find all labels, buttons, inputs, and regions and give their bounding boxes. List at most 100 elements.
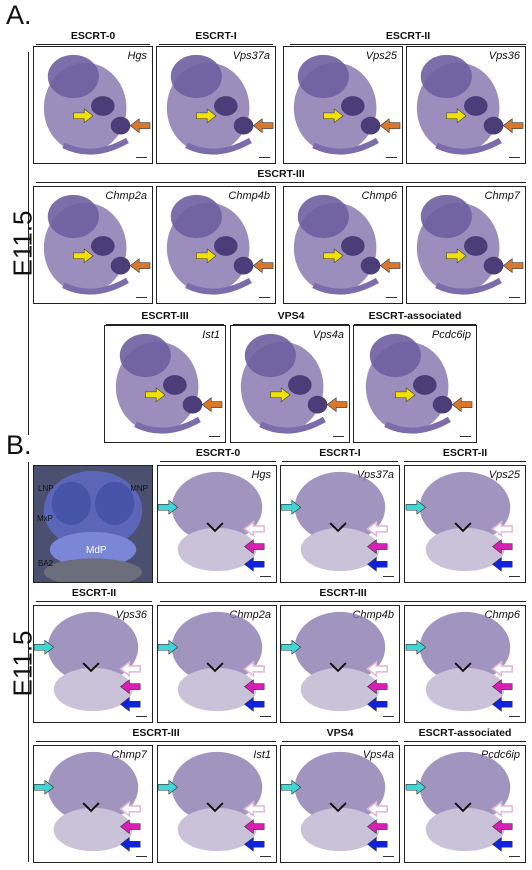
magenta-arrow: [367, 679, 388, 695]
orange-arrow: [129, 258, 151, 274]
label-mxp: MxP: [37, 514, 53, 523]
light-pink-arrow: [243, 520, 265, 538]
embryo-lateral-image: [416, 54, 524, 155]
panel-b-group-escrt-iii: ESCRT-III: [160, 587, 526, 602]
yellow-arrow: [323, 248, 344, 264]
blue-arrow: [120, 836, 141, 852]
yellow-arrow: [145, 387, 166, 403]
label-lnp: LNP: [38, 484, 54, 493]
scale-bar: [386, 297, 397, 298]
blue-arrow: [367, 556, 388, 572]
panel-a-tile-vps25: Vps25: [283, 46, 403, 164]
embryo-head: [47, 54, 99, 99]
panel-a-group-escrt-iii: ESCRT-III: [36, 168, 526, 183]
orange-arrow: [129, 118, 151, 134]
panel-a-letter: A.: [6, 0, 32, 30]
magenta-arrow: [120, 819, 141, 835]
scale-bar: [136, 297, 147, 298]
black-arrowhead: [206, 662, 224, 673]
face-upper: [419, 471, 511, 543]
panel-b-tile-chmp4b: Chmp4b: [280, 605, 400, 723]
cyan-arrow: [281, 639, 302, 655]
face-upper: [171, 611, 263, 683]
cyan-arrow: [405, 779, 427, 795]
embryo-frontal-image: [158, 611, 265, 712]
embryo-head: [47, 194, 99, 239]
forelimb-bud: [214, 96, 238, 116]
panel-a-tile-chmp7: Chmp7: [406, 186, 526, 304]
light-pink-arrow: [491, 660, 513, 678]
hindlimb-bud: [360, 256, 381, 275]
scale-bar: [136, 157, 147, 158]
orange-arrow: [451, 397, 473, 413]
face-upper: [171, 471, 263, 543]
orange-arrow: [379, 258, 401, 274]
face-upper: [294, 751, 386, 823]
panel-b-tile-ist1: Ist1: [157, 745, 277, 863]
panel-a-tile-vps36: Vps36: [406, 46, 526, 164]
embryo-head: [170, 54, 222, 99]
blue-arrow: [244, 696, 265, 712]
light-pink-arrow: [243, 660, 265, 678]
face-lower: [53, 807, 133, 852]
light-pink-arrow: [491, 800, 513, 818]
embryo-lateral-image: [115, 333, 223, 434]
scale-bar: [209, 436, 220, 437]
panel-b-tile-vps4a: Vps4a: [280, 745, 400, 863]
embryo-frontal-image: [34, 611, 141, 712]
yellow-arrow: [395, 387, 416, 403]
light-pink-arrow: [366, 660, 388, 678]
scale-bar: [136, 716, 147, 717]
embryo-head: [244, 333, 296, 378]
yellow-arrow: [73, 108, 94, 124]
embryo-tail: [62, 137, 129, 155]
embryo-tail: [62, 277, 129, 295]
forelimb-bud: [91, 236, 115, 256]
hindlimb-bud: [110, 256, 131, 275]
embryo-head: [170, 194, 222, 239]
hindlimb-bud: [483, 256, 504, 275]
magenta-arrow: [367, 819, 388, 835]
forelimb-bud: [288, 375, 312, 395]
panel-b-tile-hgs: Hgs: [157, 465, 277, 583]
embryo-tail: [435, 137, 502, 155]
blue-arrow: [367, 696, 388, 712]
panel-b-group-escrt-iii-2: ESCRT-III: [36, 727, 276, 742]
hindlimb-bud: [432, 395, 453, 414]
forelimb-bud: [163, 375, 187, 395]
black-arrowhead: [329, 802, 347, 813]
cyan-arrow: [158, 639, 179, 655]
hindlimb-bud: [360, 116, 381, 135]
scale-bar: [259, 157, 270, 158]
face-lower: [425, 807, 505, 852]
magenta-arrow: [244, 819, 265, 835]
blue-arrow: [492, 696, 513, 712]
blue-arrow: [244, 836, 265, 852]
black-arrowhead: [454, 522, 472, 533]
forelimb-bud: [91, 96, 115, 116]
cyan-arrow: [158, 499, 179, 515]
face-lower: [177, 527, 257, 572]
hindlimb-bud: [483, 116, 504, 135]
face-lower: [177, 667, 257, 712]
panel-a-tile-hgs: Hgs: [33, 46, 153, 164]
panel-b-tile-chmp7: Chmp7: [33, 745, 153, 863]
orange-arrow: [201, 397, 223, 413]
embryo-frontal-image: [405, 611, 513, 712]
magenta-arrow: [367, 539, 388, 555]
embryo-lateral-image: [365, 333, 473, 434]
scale-bar: [509, 856, 520, 857]
black-arrowhead: [82, 802, 100, 813]
scale-bar: [383, 856, 394, 857]
panel-b-group-vps4: VPS4: [282, 727, 398, 742]
panel-b-reference-tile: LNP MNP MxP MdP BA2: [33, 465, 153, 583]
magenta-arrow: [492, 819, 513, 835]
hindlimb-bud: [110, 116, 131, 135]
embryo-head: [119, 333, 171, 378]
face-upper: [294, 471, 386, 543]
black-arrowhead: [454, 662, 472, 673]
face-upper: [419, 751, 511, 823]
scale-bar: [260, 716, 271, 717]
panel-b-group-escrt-associated: ESCRT-associated: [404, 727, 526, 742]
forelimb-bud: [341, 236, 365, 256]
